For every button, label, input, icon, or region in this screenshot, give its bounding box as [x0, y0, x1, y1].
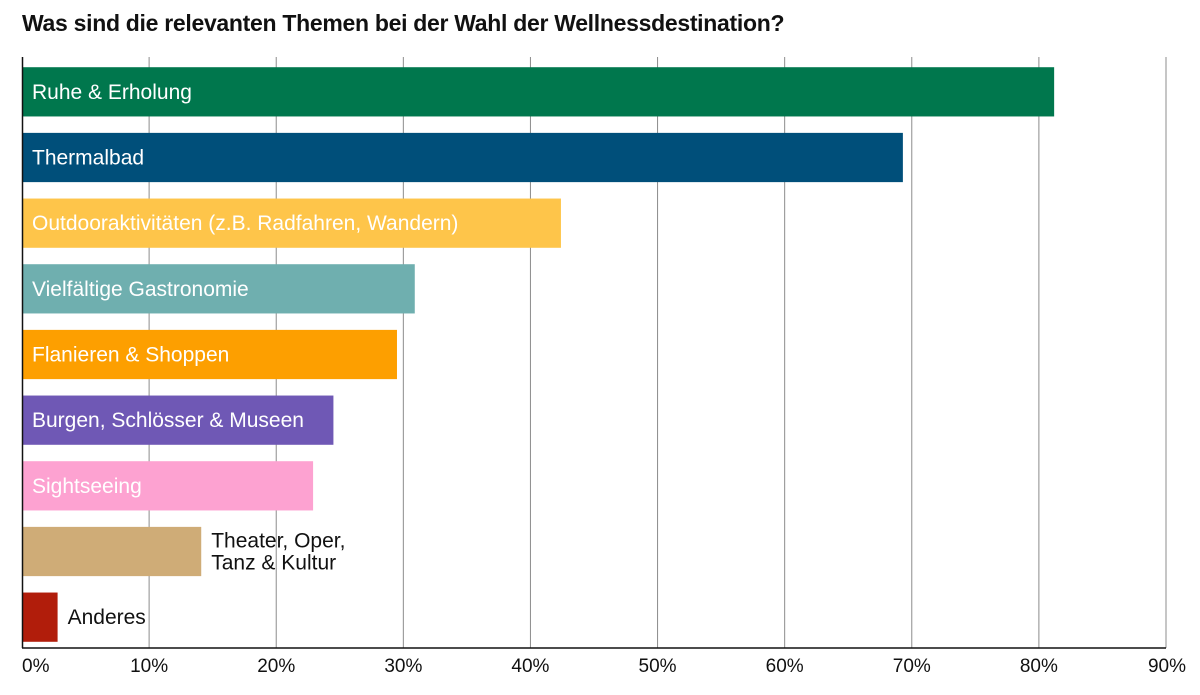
- x-tick-label: 60%: [766, 656, 804, 677]
- bar: [22, 264, 415, 314]
- bars: [22, 67, 1055, 642]
- bar-label: Flanieren & Shoppen: [32, 344, 229, 367]
- x-tick-label: 10%: [130, 656, 168, 677]
- bar-label: Ruhe & Erholung: [32, 81, 192, 104]
- x-tick-label: 40%: [511, 656, 549, 677]
- x-tick-label: 90%: [1148, 656, 1186, 677]
- x-tick-label: 70%: [893, 656, 931, 677]
- bar: [22, 592, 58, 642]
- x-tick-label: 0%: [22, 656, 50, 677]
- bar-label: Vielfältige Gastronomie: [32, 278, 249, 301]
- x-tick-label: 30%: [384, 656, 422, 677]
- x-tick-labels: 0% 10% 20% 30% 40% 50% 60% 70% 80% 90%: [22, 656, 1186, 677]
- bar-label: Theater, Oper, Tanz & Kultur: [211, 530, 345, 575]
- bar: [22, 67, 1055, 117]
- x-tick-label: 20%: [257, 656, 295, 677]
- bar-labels: Ruhe & Erholung Thermalbad Outdooraktivitä…: [32, 81, 458, 629]
- bar-label: Outdooraktivitäten (z.B. Radfahren, Wand…: [32, 212, 458, 235]
- bar: [22, 395, 334, 445]
- bar: [22, 461, 314, 511]
- bar-label: Sightseeing: [32, 475, 142, 498]
- bar-label: Burgen, Schlösser & Museen: [32, 409, 304, 432]
- bar: [22, 526, 202, 577]
- chart-title: Was sind die relevanten Themen bei der W…: [22, 10, 785, 36]
- bar: [22, 198, 561, 248]
- x-tick-label: 80%: [1020, 656, 1058, 677]
- bar-label: Thermalbad: [32, 147, 144, 170]
- bar: [22, 329, 397, 380]
- bar-label: Anderes: [68, 606, 146, 629]
- bar: [22, 132, 903, 183]
- x-tick-label: 50%: [639, 656, 677, 677]
